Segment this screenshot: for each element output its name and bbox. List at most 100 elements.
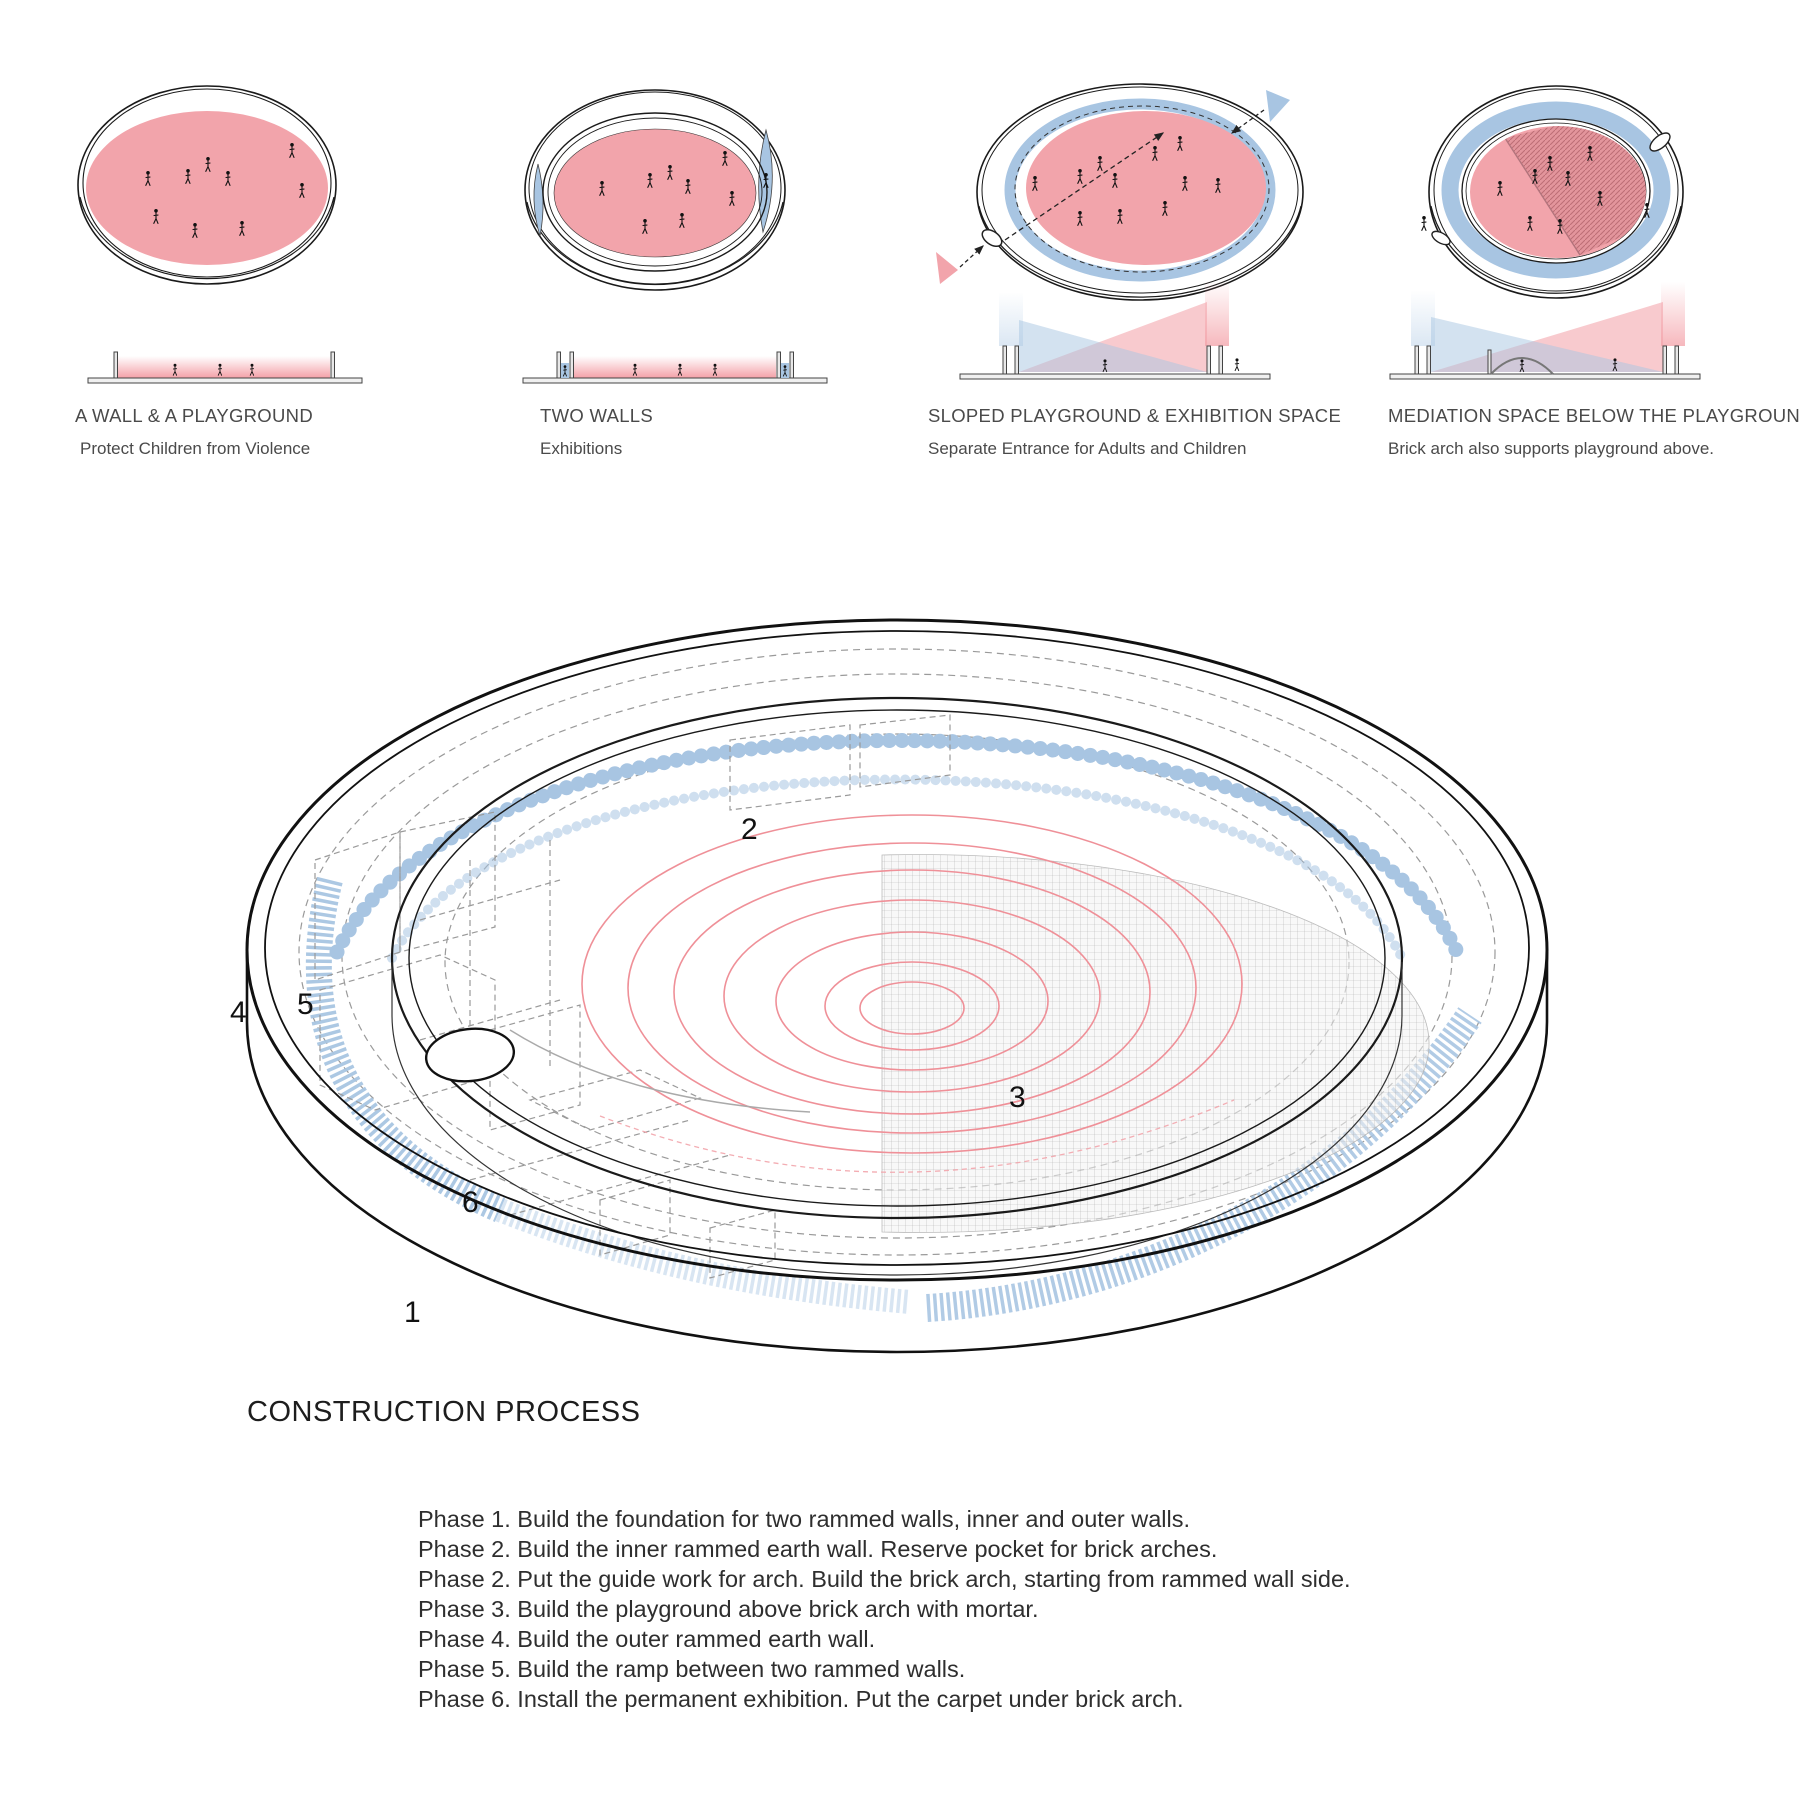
brick-arch (1490, 357, 1554, 375)
concept-2-title: TWO WALLS (540, 405, 654, 426)
outer-wall-ring-inner (981, 86, 1299, 294)
diagonal-circulation-arrow (1004, 132, 1165, 241)
inner-wall-ring-inner (547, 117, 763, 267)
wall-left-inner (1014, 345, 1019, 375)
exhibition-lens-left (533, 163, 544, 237)
concept-1-title: A WALL & A PLAYGROUND (75, 405, 313, 426)
playground-area (86, 111, 328, 265)
exhibition-ring-band (1441, 101, 1671, 279)
concept-3-title: SLOPED PLAYGROUND & EXHIBITION SPACE (928, 405, 1342, 426)
phase-marker-2: 2 (741, 813, 758, 846)
concept-3-section-diagram (959, 280, 1271, 380)
construction-process-heading: CONSTRUCTION PROCESS (247, 1396, 641, 1428)
wall-base-arc (978, 205, 1302, 298)
pocket-oval-left (1431, 230, 1451, 246)
outer-wall-ring (1428, 85, 1684, 299)
phase-line-5: Phase 4. Build the outer rammed earth wa… (418, 1626, 876, 1652)
outer-wall-ring-inner (82, 88, 332, 278)
ramp-gray-guide-curve (509, 1029, 811, 1113)
phase-marker-4: 4 (230, 996, 247, 1029)
playground-mortar-grid (881, 854, 1430, 1233)
concept-4-section-diagram (1389, 282, 1701, 380)
inner-wall-top-outer (390, 696, 1404, 1220)
playground-gradient (573, 356, 776, 378)
wall-left-inner (1426, 345, 1431, 375)
ground-slab (522, 377, 828, 384)
brick-arch-guide-ellipses (581, 814, 1243, 1154)
concept-1-subtitle: Protect Children from Violence (80, 439, 311, 458)
concept-3-subtitle: Separate Entrance for Adults and Childre… (928, 439, 1247, 458)
concept-3-plan-diagram (936, 83, 1304, 301)
sloped-exhibition-ramp (1004, 98, 1276, 282)
ground-slab (959, 373, 1271, 380)
phase-marker-5: 5 (297, 988, 314, 1021)
ground-slab (87, 377, 363, 384)
concept-4-subtitle: Brick arch also supports playground abov… (1388, 439, 1715, 458)
wall-right-outer (789, 351, 794, 379)
inner-wall-ring (542, 112, 768, 272)
concept-2-plan-diagram (524, 89, 786, 291)
outer-wall-top-inner (264, 630, 1530, 1266)
inner-wall-ring-inner (1465, 122, 1647, 260)
wall-base-arc (1430, 205, 1682, 294)
construction-axonometric-drawing (245, 618, 1549, 1354)
ground-slab (1389, 373, 1701, 380)
concept-1-section-diagram (87, 351, 363, 384)
concept-2-subtitle: Exhibitions (540, 439, 623, 458)
dashed-guide-boxes (314, 714, 951, 1279)
wall-right-outer (1674, 345, 1679, 375)
wall-base-arc (79, 196, 335, 280)
wall-middle (1487, 349, 1492, 375)
dashed-arch-arc (599, 1099, 1235, 1173)
phase-marker-6: 6 (462, 1186, 479, 1219)
wall-right (330, 351, 335, 379)
wall-right-inner (776, 351, 781, 379)
outer-wall-ring-inner (1433, 88, 1679, 292)
inner-wall-top-inner (408, 709, 1386, 1207)
circulation-dashed-ring (1014, 105, 1270, 273)
outer-wall-ring (524, 89, 786, 291)
outer-wall-ring (77, 85, 337, 285)
playground-area (1026, 111, 1266, 265)
wall-left-outer (1002, 345, 1007, 375)
pink-light-column (1205, 280, 1229, 346)
entrance-pocket-oval (981, 228, 1003, 248)
concept-2-section-diagram (522, 351, 828, 384)
inner-wall-base (391, 962, 1403, 1276)
children-entrance-arrow (936, 252, 958, 284)
phase-line-4: Phase 3. Build the playground above bric… (418, 1596, 1039, 1622)
phase-line-6: Phase 5. Build the ramp between two ramm… (418, 1656, 966, 1682)
concept-1-plan-diagram (77, 85, 337, 285)
wall-right-inner (1662, 345, 1667, 375)
wall-base-arc (526, 201, 784, 286)
phase-marker-1: 1 (404, 1296, 421, 1329)
outer-wall-base (245, 952, 1549, 1354)
playground-area (553, 128, 757, 258)
wall-left-outer (556, 351, 561, 379)
concept-4-plan-diagram (1421, 85, 1684, 299)
ramp-band-bottom (495, 1198, 912, 1314)
outer-wall-ring (976, 83, 1304, 301)
pocket-oval-right (1649, 132, 1671, 152)
phase-line-7: Phase 6. Install the permanent exhibitio… (418, 1686, 1184, 1712)
playground-gradient (118, 356, 330, 378)
phase-marker-3: 3 (1009, 1081, 1026, 1114)
phase-line-2: Phase 2. Build the inner rammed earth wa… (418, 1536, 1218, 1562)
wall-right-outer (1218, 345, 1223, 375)
pink-light-column (1661, 282, 1685, 346)
wall-right-inner (1206, 345, 1211, 375)
brick-guide-dot-chain (329, 733, 1465, 960)
brick-guide-dot-chain-inner (387, 774, 1407, 963)
wall-left-outer (1414, 345, 1419, 375)
ramp-band-right (926, 1007, 1482, 1322)
adults-entrance-arrow (1266, 90, 1290, 122)
wall-left-inner (569, 351, 574, 379)
children-entrance-dashed-line (959, 245, 984, 268)
exhibition-wedge (1019, 320, 1207, 372)
concept-4-title: MEDIATION SPACE BELOW THE PLAYGROUND (1388, 405, 1800, 426)
outer-wall-top-outer (245, 618, 1549, 1282)
person-icon (1234, 357, 1240, 372)
phase-line-3: Phase 2. Put the guide work for arch. Bu… (418, 1566, 1351, 1592)
phase-list: Phase 1. Build the foundation for two ra… (418, 1504, 1351, 1714)
